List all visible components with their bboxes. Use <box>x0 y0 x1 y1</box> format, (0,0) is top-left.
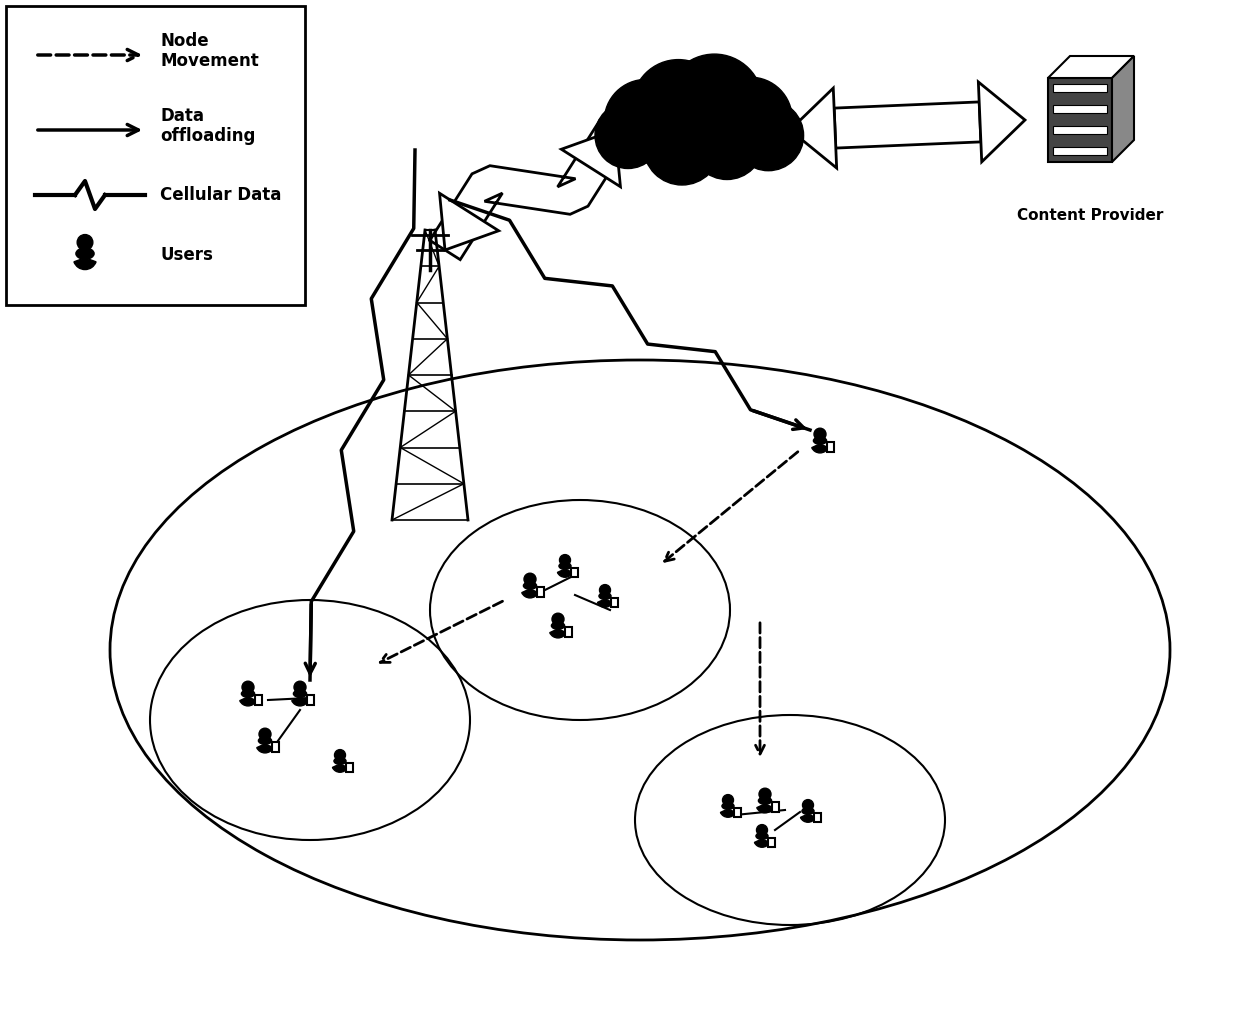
Wedge shape <box>332 764 347 772</box>
Ellipse shape <box>599 593 611 599</box>
Circle shape <box>599 585 610 595</box>
Circle shape <box>525 574 536 585</box>
Polygon shape <box>1112 56 1135 162</box>
Polygon shape <box>835 102 981 148</box>
Polygon shape <box>827 442 835 452</box>
Polygon shape <box>611 597 619 607</box>
Polygon shape <box>815 812 821 821</box>
Text: Cellular Data: Cellular Data <box>160 186 281 204</box>
Polygon shape <box>1048 56 1135 78</box>
Text: Data: Data <box>160 107 205 125</box>
Circle shape <box>756 824 768 836</box>
Circle shape <box>595 103 661 169</box>
Circle shape <box>632 60 724 152</box>
Ellipse shape <box>722 803 734 809</box>
Polygon shape <box>1053 126 1107 134</box>
Wedge shape <box>549 629 567 638</box>
Wedge shape <box>812 444 828 453</box>
Ellipse shape <box>802 808 813 814</box>
Polygon shape <box>562 130 620 187</box>
Wedge shape <box>291 697 309 706</box>
Wedge shape <box>522 589 538 598</box>
Ellipse shape <box>523 582 537 589</box>
Circle shape <box>552 613 564 625</box>
Circle shape <box>644 108 720 185</box>
Polygon shape <box>346 763 353 772</box>
Ellipse shape <box>756 833 768 839</box>
Text: offloading: offloading <box>160 127 255 145</box>
Wedge shape <box>257 744 273 752</box>
Polygon shape <box>430 120 630 260</box>
Polygon shape <box>1053 147 1107 155</box>
Circle shape <box>813 429 826 440</box>
Wedge shape <box>598 599 613 608</box>
Ellipse shape <box>242 690 254 697</box>
Circle shape <box>259 728 272 740</box>
Polygon shape <box>564 627 573 637</box>
Ellipse shape <box>559 562 572 570</box>
Polygon shape <box>439 193 498 250</box>
Circle shape <box>335 749 346 761</box>
Polygon shape <box>254 695 263 705</box>
Wedge shape <box>756 804 774 813</box>
Circle shape <box>294 682 306 693</box>
Circle shape <box>733 101 804 171</box>
Circle shape <box>77 234 93 250</box>
Polygon shape <box>790 88 837 168</box>
Circle shape <box>656 86 744 174</box>
Polygon shape <box>771 803 780 812</box>
Wedge shape <box>720 809 735 817</box>
Circle shape <box>604 79 688 163</box>
Wedge shape <box>74 258 95 269</box>
Ellipse shape <box>294 690 306 697</box>
Ellipse shape <box>334 758 346 765</box>
Circle shape <box>802 800 813 811</box>
Circle shape <box>691 107 764 180</box>
Wedge shape <box>558 568 573 578</box>
Circle shape <box>242 682 254 693</box>
Text: Users: Users <box>160 246 213 264</box>
Polygon shape <box>272 742 279 752</box>
Polygon shape <box>537 587 544 597</box>
Circle shape <box>559 554 570 565</box>
Polygon shape <box>978 82 1025 161</box>
Ellipse shape <box>813 437 827 444</box>
Wedge shape <box>754 839 770 847</box>
Ellipse shape <box>759 797 771 804</box>
Wedge shape <box>801 814 816 822</box>
Polygon shape <box>306 695 315 705</box>
Circle shape <box>759 788 771 800</box>
Circle shape <box>708 77 792 160</box>
Polygon shape <box>768 838 775 847</box>
Polygon shape <box>1053 105 1107 113</box>
Wedge shape <box>239 697 257 706</box>
Ellipse shape <box>258 737 272 744</box>
Polygon shape <box>1053 83 1107 91</box>
Polygon shape <box>1048 78 1112 162</box>
Circle shape <box>723 795 734 806</box>
Circle shape <box>666 54 763 151</box>
Text: Movement: Movement <box>160 52 259 70</box>
Text: Content Provider: Content Provider <box>1017 208 1163 223</box>
Polygon shape <box>572 567 578 577</box>
FancyBboxPatch shape <box>6 6 305 305</box>
Polygon shape <box>734 808 742 817</box>
Text: Node: Node <box>160 32 208 50</box>
Ellipse shape <box>76 248 94 259</box>
Ellipse shape <box>552 622 564 629</box>
